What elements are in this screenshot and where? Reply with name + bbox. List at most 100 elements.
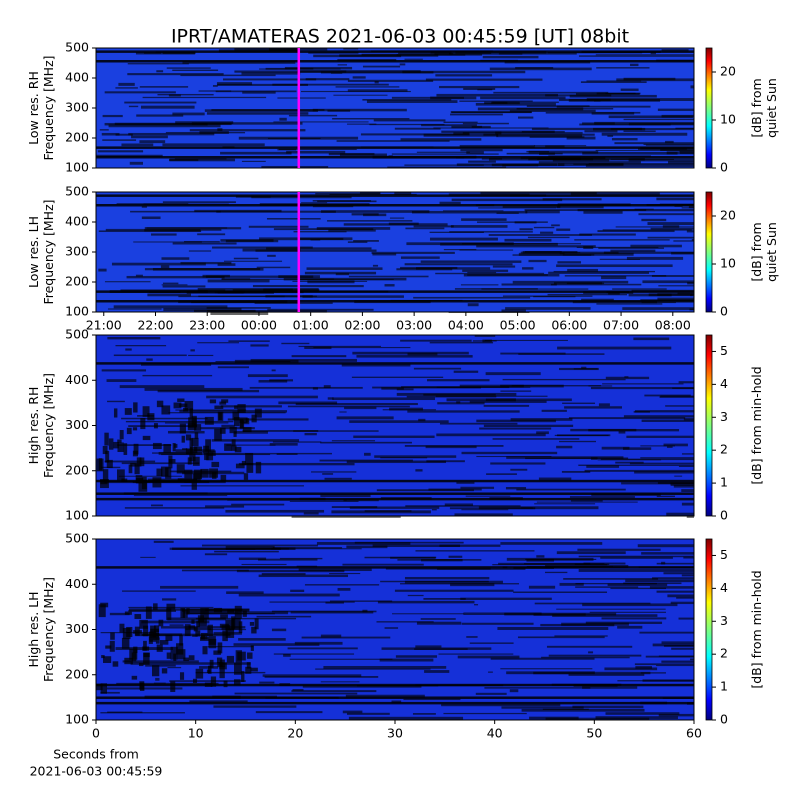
spectrogram-band: [96, 702, 694, 705]
spectrogram-texture: [280, 558, 322, 559]
spectrogram-texture: [660, 149, 694, 151]
spectrogram-texture: [676, 597, 694, 599]
spectrogram-texture: [523, 251, 578, 254]
spectrogram-texture: [343, 48, 358, 49]
spectrogram-burst: [205, 417, 214, 425]
spectrogram-texture: [582, 603, 677, 606]
spectrogram-texture: [414, 225, 454, 227]
spectrogram-texture: [563, 578, 658, 580]
y-tick-label: 200: [65, 274, 89, 289]
spectrogram-texture: [614, 142, 694, 144]
spectrogram-texture: [307, 267, 383, 270]
spectrogram-texture: [107, 401, 125, 402]
spectrogram-texture: [250, 387, 363, 389]
spectrogram-texture: [461, 218, 507, 221]
y-tick-label: 100: [65, 304, 89, 319]
colorbar-tick-label: 2: [720, 646, 728, 661]
spectrogram-texture: [672, 388, 694, 389]
spectrogram-texture: [205, 505, 244, 507]
spectrogram-texture: [664, 444, 688, 447]
colorbar-tick-label: 4: [720, 580, 728, 595]
spectrogram-burst: [139, 681, 144, 689]
spectrogram-texture: [615, 462, 643, 464]
spectrogram-burst: [133, 427, 137, 430]
spectrogram-texture: [142, 375, 212, 376]
spectrogram-burst: [250, 622, 254, 626]
y-tick-label: 300: [65, 417, 89, 432]
spectrogram-burst: [100, 603, 108, 608]
spectrogram-texture: [199, 90, 232, 91]
spectrogram-texture: [348, 80, 433, 82]
spectrogram-texture: [108, 308, 162, 309]
colorbar-tick-label: 0: [720, 160, 728, 175]
spectrogram-burst: [214, 406, 223, 409]
spectrogram-texture: [154, 541, 174, 543]
spectrogram-texture: [291, 690, 376, 692]
y-tick-label: 400: [65, 576, 89, 591]
spectrogram-texture: [284, 278, 407, 281]
spectrogram-burst: [154, 423, 158, 428]
y-tick-label: 100: [65, 508, 89, 523]
spectrogram-texture: [602, 383, 683, 384]
spectrogram-burst: [152, 665, 159, 676]
spectrogram-texture: [460, 598, 552, 600]
spectrogram-texture: [477, 89, 492, 90]
x-tick-label: 23:00: [189, 318, 225, 333]
spectrogram-texture: [100, 129, 109, 130]
x-tick-label: 50: [586, 726, 602, 741]
spectrogram-texture: [413, 713, 436, 715]
spectrogram-texture: [564, 406, 622, 408]
spectrogram-burst: [153, 633, 159, 640]
spectrogram-band: [96, 492, 694, 495]
y-axis-label-line: Frequency [MHz]: [41, 577, 56, 682]
spectrogram-burst: [157, 645, 163, 652]
spectrogram-texture: [362, 54, 482, 56]
spectrogram-texture: [423, 394, 495, 396]
spectrogram-texture: [121, 143, 153, 146]
spectrogram-texture: [122, 590, 196, 591]
spectrogram-texture: [213, 705, 296, 707]
spectrogram-texture: [646, 145, 694, 146]
y-axis-label-line: High res. LH: [26, 591, 41, 667]
spectrogram-texture: [623, 131, 655, 132]
spectrogram-burst: [186, 448, 193, 454]
spectrogram-texture: [424, 670, 449, 673]
spectrogram-texture: [143, 97, 267, 98]
spectrogram-texture: [270, 443, 298, 446]
spectrogram-texture: [624, 119, 694, 120]
spectrogram-texture: [545, 572, 567, 573]
spectrogram-texture: [348, 241, 367, 243]
spectrogram-texture: [119, 476, 182, 477]
spectrogram-texture: [313, 109, 407, 112]
spectrogram-texture: [248, 374, 288, 377]
spectrogram-texture: [378, 601, 475, 604]
spectrogram-texture: [267, 218, 321, 220]
spectrogram-texture: [452, 112, 532, 113]
spectrogram-texture: [130, 162, 143, 165]
spectrogram-texture: [214, 551, 279, 553]
spectrogram-burst: [244, 473, 248, 480]
spectrogram-texture: [478, 207, 556, 208]
spectrogram-texture: [539, 152, 555, 154]
spectrogram-texture: [594, 122, 694, 125]
spectrogram-texture: [633, 338, 669, 341]
spectrogram-texture: [616, 226, 694, 227]
colorbar-tick-label: 0: [720, 712, 728, 727]
spectrogram-texture: [352, 377, 443, 378]
spectrogram-texture: [463, 123, 509, 125]
spectrogram-texture: [503, 379, 626, 380]
x-tick-label: 03:00: [396, 318, 432, 333]
spectrogram-texture: [130, 211, 221, 213]
spectrogram-texture: [657, 496, 675, 497]
spectrogram-texture: [500, 668, 592, 669]
spectrogram-texture: [585, 470, 694, 472]
spectrogram-texture: [484, 405, 529, 407]
spectrogram-texture: [518, 636, 605, 638]
spectrogram-burst: [110, 641, 115, 652]
spectrogram-texture: [217, 128, 222, 131]
spectrogram-texture: [436, 94, 558, 97]
spectrogram-band: [96, 696, 694, 699]
spectrogram-burst: [236, 464, 245, 469]
spectrogram-texture: [656, 665, 694, 666]
spectrogram-texture: [107, 379, 137, 382]
